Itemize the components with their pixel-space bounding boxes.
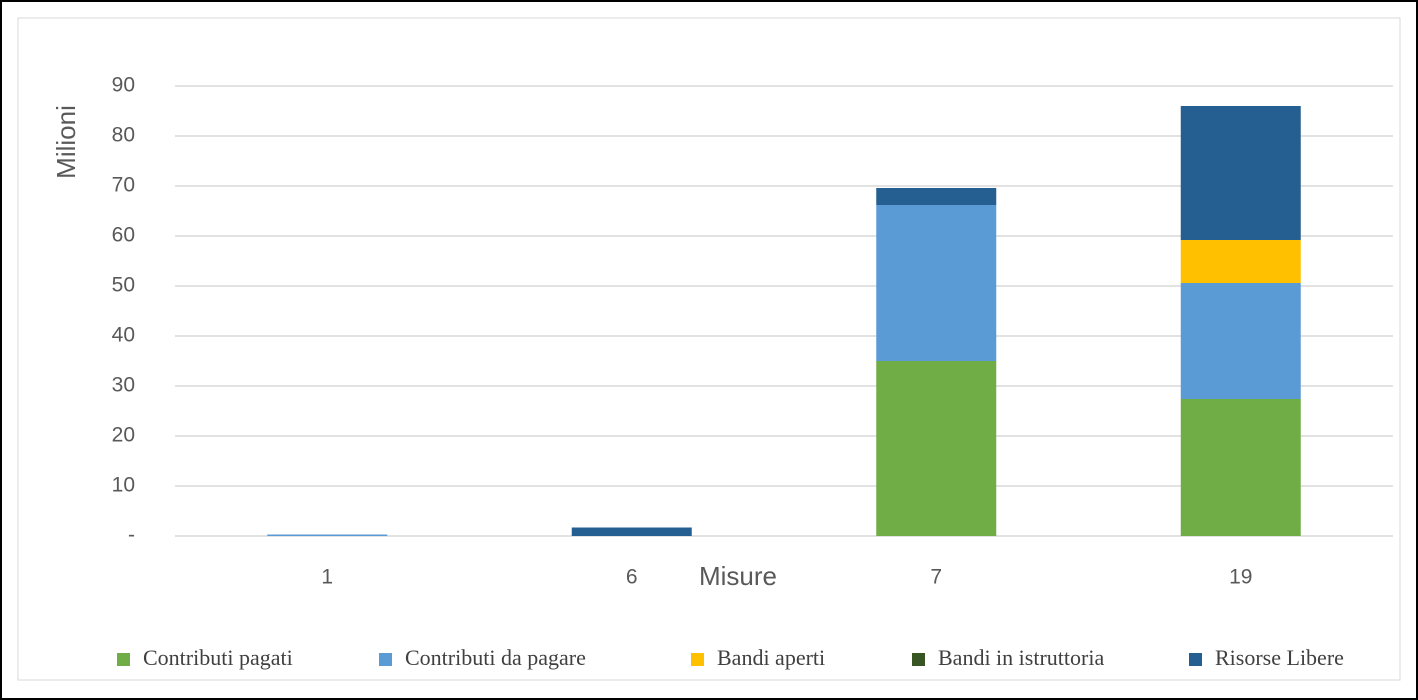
y-tick-label: 10 [112, 474, 135, 497]
legend-label: Risorse Libere [1215, 645, 1344, 670]
chart-frame [17, 17, 1401, 681]
y-tick-label: - [128, 524, 135, 547]
y-tick-label: 60 [112, 224, 135, 247]
x-axis-label: Misure [699, 561, 777, 591]
y-tick-label: 30 [112, 374, 135, 397]
y-tick-label: 90 [112, 74, 135, 97]
legend-label: Contributi pagati [143, 645, 293, 670]
bar-segment [267, 534, 388, 536]
y-axis-label: Milioni [51, 105, 81, 179]
x-tick-label: 19 [1229, 566, 1252, 589]
y-tick-label: 20 [112, 424, 135, 447]
bar-segment [1180, 106, 1301, 240]
bar-segment [1180, 283, 1301, 399]
legend-swatch [379, 653, 392, 666]
legend-label: Bandi aperti [717, 645, 825, 670]
bar-segment [1180, 399, 1301, 536]
y-tick-label: 80 [112, 124, 135, 147]
bar-segment [876, 188, 997, 205]
legend-swatch [691, 653, 704, 666]
bar-segment [876, 205, 997, 361]
x-tick-label: 7 [930, 566, 942, 589]
x-tick-label: 1 [321, 566, 333, 589]
bar-segment [876, 361, 997, 536]
legend-label: Contributi da pagare [405, 645, 586, 670]
y-tick-label: 40 [112, 324, 135, 347]
legend-swatch [912, 653, 925, 666]
y-tick-label: 70 [112, 174, 135, 197]
legend-swatch [117, 653, 130, 666]
x-tick-label: 6 [626, 566, 638, 589]
bar-segment [571, 527, 692, 536]
legend-label: Bandi in istruttoria [938, 645, 1104, 670]
bar-segment [1180, 240, 1301, 283]
y-tick-label: 50 [112, 274, 135, 297]
legend-swatch [1189, 653, 1202, 666]
